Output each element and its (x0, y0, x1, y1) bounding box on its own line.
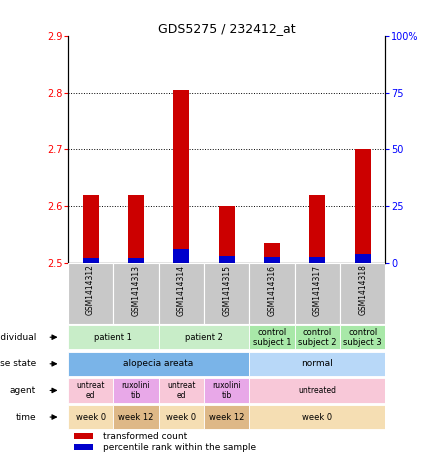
Text: week 0: week 0 (75, 413, 106, 422)
Text: GSM1414316: GSM1414316 (268, 265, 276, 316)
Bar (310, 257, 325, 263)
Bar (83, 258, 99, 263)
Bar (173, 90, 189, 263)
Text: GSM1414314: GSM1414314 (177, 265, 186, 316)
Bar (74, 444, 93, 450)
Text: control
subject 2: control subject 2 (298, 328, 337, 347)
Bar (249, 378, 385, 403)
Text: patient 1: patient 1 (94, 333, 132, 342)
Bar (340, 325, 385, 349)
Bar (204, 263, 249, 324)
Bar (204, 378, 249, 403)
Text: GSM1414315: GSM1414315 (222, 265, 231, 316)
Bar (68, 263, 113, 324)
Text: GSM1414317: GSM1414317 (313, 265, 322, 316)
Bar (219, 206, 235, 263)
Bar (113, 378, 159, 403)
Text: disease state: disease state (0, 359, 36, 368)
Text: untreat
ed: untreat ed (167, 381, 195, 400)
Bar (83, 195, 99, 263)
Bar (68, 378, 113, 403)
Text: week 0: week 0 (302, 413, 332, 422)
Bar (68, 352, 249, 376)
Bar (128, 195, 144, 263)
Bar (264, 243, 280, 263)
Bar (264, 257, 280, 263)
Bar (295, 263, 340, 324)
Bar (219, 256, 235, 263)
Text: ruxolini
tib: ruxolini tib (122, 381, 150, 400)
Bar (173, 249, 189, 263)
Bar (249, 263, 295, 324)
Bar (355, 254, 371, 263)
Text: agent: agent (10, 386, 36, 395)
Text: normal: normal (301, 359, 333, 368)
Text: time: time (15, 413, 36, 422)
Bar (159, 325, 249, 349)
Bar (128, 258, 144, 263)
Bar (249, 325, 295, 349)
Text: GSM1414312: GSM1414312 (86, 265, 95, 315)
Bar (159, 405, 204, 429)
Text: patient 2: patient 2 (185, 333, 223, 342)
Text: control
subject 1: control subject 1 (253, 328, 291, 347)
Bar (68, 405, 113, 429)
Text: individual: individual (0, 333, 36, 342)
Text: control
subject 3: control subject 3 (343, 328, 382, 347)
Text: ruxolini
tib: ruxolini tib (212, 381, 241, 400)
Bar (159, 378, 204, 403)
Text: week 0: week 0 (166, 413, 196, 422)
Bar (310, 195, 325, 263)
Text: percentile rank within the sample: percentile rank within the sample (103, 443, 256, 452)
Text: alopecia areata: alopecia areata (124, 359, 194, 368)
Bar (159, 263, 204, 324)
Bar (355, 149, 371, 263)
Bar (68, 325, 159, 349)
Text: untreated: untreated (298, 386, 336, 395)
Bar (204, 405, 249, 429)
Text: GSM1414313: GSM1414313 (131, 265, 141, 316)
Bar (113, 263, 159, 324)
Text: transformed count: transformed count (103, 432, 187, 440)
Title: GDS5275 / 232412_at: GDS5275 / 232412_at (158, 22, 296, 35)
Text: week 12: week 12 (209, 413, 244, 422)
Bar (113, 405, 159, 429)
Text: week 12: week 12 (118, 413, 154, 422)
Bar (249, 405, 385, 429)
Text: untreat
ed: untreat ed (76, 381, 105, 400)
Bar (74, 433, 93, 439)
Text: GSM1414318: GSM1414318 (358, 265, 367, 315)
Bar (340, 263, 385, 324)
Bar (249, 352, 385, 376)
Bar (295, 325, 340, 349)
